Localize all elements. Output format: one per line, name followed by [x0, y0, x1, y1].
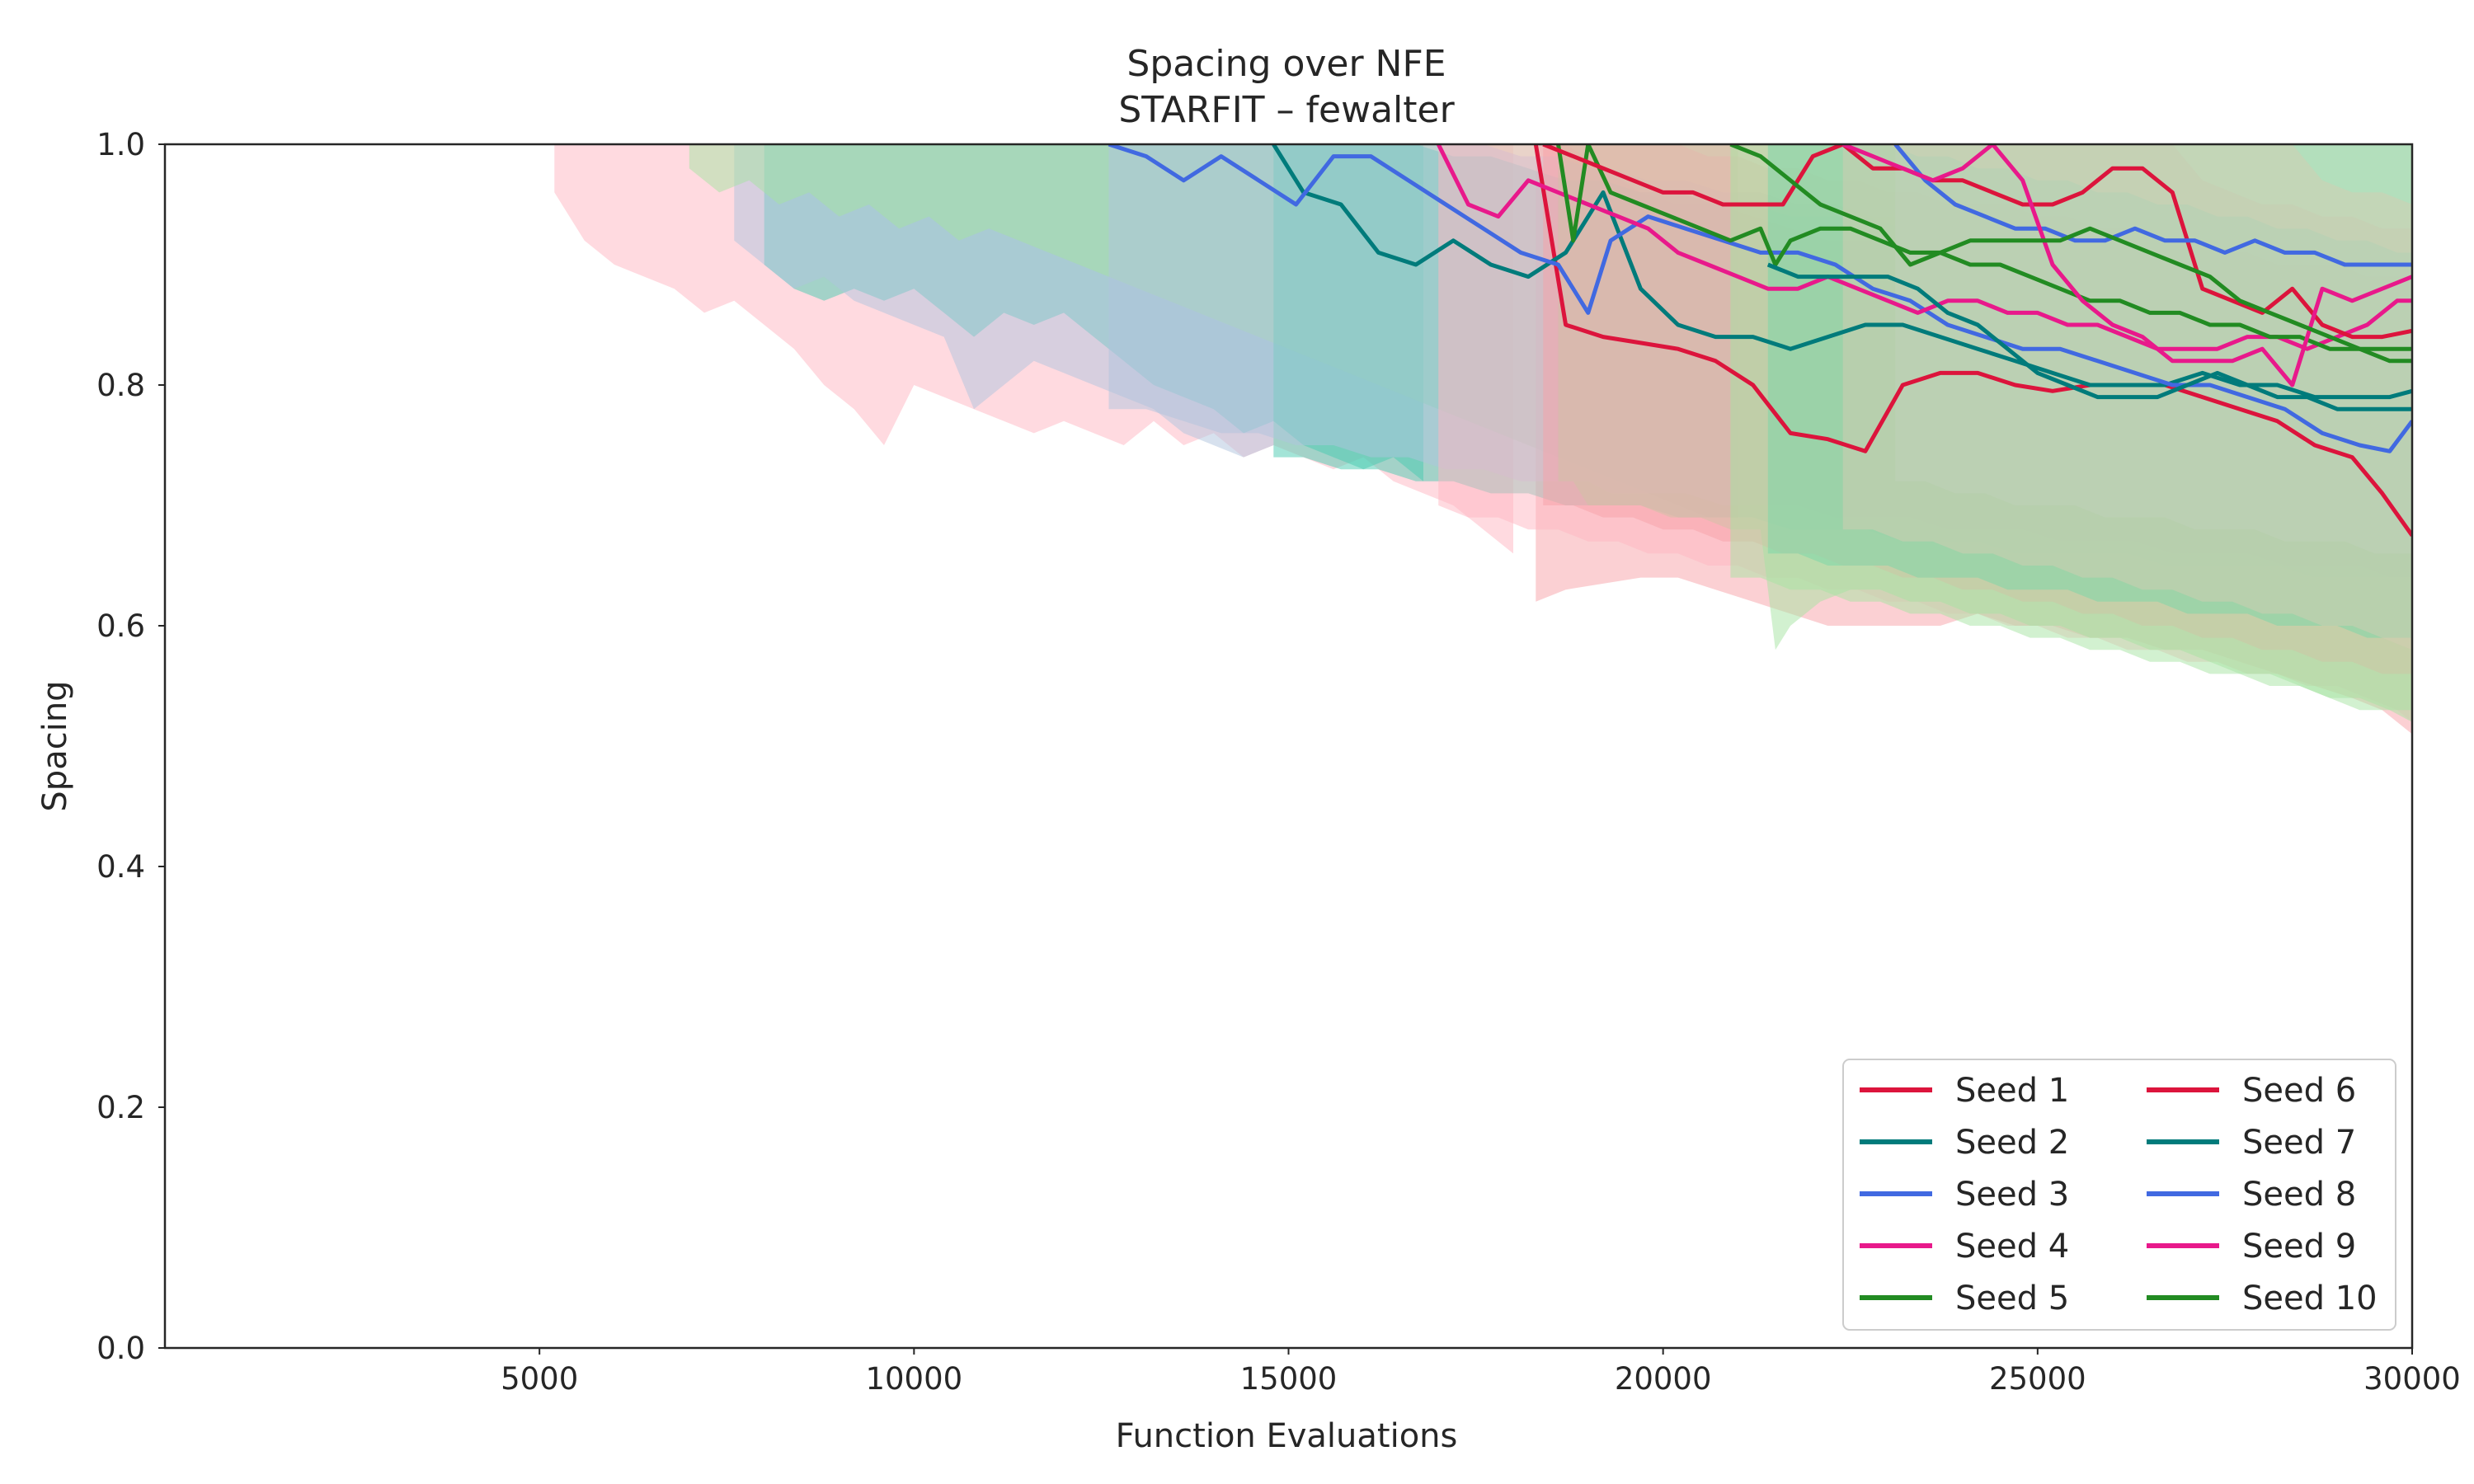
legend-label: Seed 7 [2242, 1124, 2356, 1162]
legend-label: Seed 4 [1955, 1228, 2069, 1266]
line-seed-3 [1108, 144, 2412, 453]
legend-label: Seed 5 [1955, 1280, 2069, 1317]
line-seed-7 [1766, 262, 2412, 411]
y-tick-label: 0.0 [96, 1331, 145, 1366]
legend-label: Seed 3 [1955, 1176, 2069, 1214]
chart-subtitle: STARFIT – fewalter [1118, 89, 1455, 131]
line-seed-1 [1533, 144, 2412, 537]
y-axis-label: Spacing [36, 680, 74, 811]
y-tick-label: 0.6 [96, 608, 145, 644]
y-tick-label: 0.8 [96, 368, 145, 403]
legend-box [1842, 1059, 2396, 1331]
line-seed-10 [1729, 144, 2412, 351]
y-tick-label: 1.0 [96, 127, 145, 162]
line-seed-6 [1542, 144, 2412, 340]
legend: Seed 1 Seed 2 Seed 3 Seed 4 Seed 5 Seed 6 Seed… [1842, 1059, 2396, 1331]
line-seed-5 [1556, 144, 2412, 364]
band-seed-10 [1730, 144, 2412, 711]
legend-label: Seed 8 [2242, 1176, 2356, 1214]
x-tick-label: 25000 [1989, 1361, 2086, 1397]
legend-label: Seed 10 [2242, 1280, 2378, 1317]
axis-ticks: 5000 10000 15000 20000 25000 30000 0.0 0.2 0.4 0.… [96, 127, 2461, 1397]
plot-area [554, 144, 2412, 735]
x-tick-label: 20000 [1615, 1361, 1712, 1397]
legend-label: Seed 1 [1955, 1072, 2069, 1110]
legend-label: Seed 6 [2242, 1072, 2356, 1110]
x-axis-label: Function Evaluations [1116, 1417, 1458, 1455]
line-seed-4 [1436, 144, 2412, 351]
line-seed-8 [1893, 144, 2412, 267]
chart-title: Spacing over NFE [1126, 43, 1446, 85]
x-tick-label: 10000 [865, 1361, 962, 1397]
legend-label: Seed 9 [2242, 1228, 2356, 1266]
series-lines [1108, 144, 2412, 537]
legend-label: Seed 2 [1955, 1124, 2069, 1162]
line-seed-9 [1841, 144, 2412, 387]
x-tick-label: 5000 [501, 1361, 578, 1397]
y-tick-label: 0.2 [96, 1090, 145, 1125]
y-tick-label: 0.4 [96, 849, 145, 885]
x-tick-label: 30000 [2363, 1361, 2461, 1397]
x-tick-label: 15000 [1240, 1361, 1338, 1397]
line-seed-2 [1272, 144, 2412, 400]
